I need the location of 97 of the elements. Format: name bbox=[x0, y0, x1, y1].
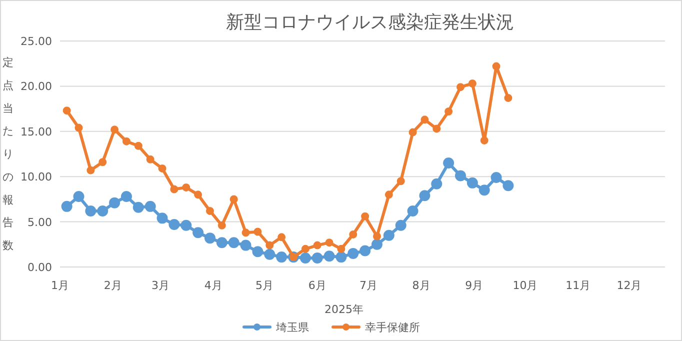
point bbox=[85, 205, 96, 216]
point bbox=[419, 190, 430, 202]
y-tick-label: 20.00 bbox=[20, 80, 52, 94]
point bbox=[97, 205, 108, 216]
x-tick-label: 10月 bbox=[512, 279, 538, 292]
point bbox=[371, 238, 382, 250]
point bbox=[324, 250, 335, 262]
point bbox=[361, 212, 370, 220]
x-tick-label: 1月 bbox=[51, 279, 69, 292]
point bbox=[62, 106, 71, 115]
x-tick-label: 5月 bbox=[256, 279, 274, 292]
point bbox=[360, 245, 371, 256]
x-tick-label: 6月 bbox=[308, 279, 326, 292]
point bbox=[312, 252, 323, 264]
chart-title: 新型コロナウイルス感染症発生状況 bbox=[226, 12, 514, 33]
point bbox=[240, 240, 252, 251]
y-tick-label: 15.00 bbox=[20, 125, 52, 138]
legend-label: 埼玉県 bbox=[275, 321, 309, 334]
point bbox=[146, 155, 154, 164]
point bbox=[242, 228, 250, 237]
x-tick-label: 9月 bbox=[465, 279, 484, 292]
point bbox=[204, 232, 216, 244]
point bbox=[372, 232, 381, 240]
x-tick-label: 7月 bbox=[359, 279, 378, 292]
point bbox=[466, 177, 478, 188]
point bbox=[325, 238, 334, 247]
point bbox=[492, 62, 500, 70]
point bbox=[301, 244, 310, 253]
point bbox=[61, 200, 72, 212]
point bbox=[252, 246, 264, 258]
point bbox=[454, 170, 466, 182]
point bbox=[502, 180, 514, 192]
point bbox=[408, 128, 417, 136]
point bbox=[194, 190, 202, 199]
point bbox=[192, 227, 204, 238]
point bbox=[98, 158, 107, 166]
x-tick-label: 12月 bbox=[616, 279, 642, 292]
point bbox=[110, 126, 119, 134]
legend-label: 幸手保健所 bbox=[365, 321, 420, 334]
y-tick-label: 0.00 bbox=[28, 261, 52, 274]
point bbox=[266, 241, 274, 250]
x-tick-label: 2月 bbox=[104, 279, 122, 292]
point bbox=[86, 166, 95, 174]
point bbox=[480, 136, 488, 144]
point bbox=[254, 228, 262, 236]
point bbox=[180, 220, 192, 231]
point bbox=[490, 172, 502, 184]
point bbox=[313, 241, 322, 250]
point bbox=[383, 230, 394, 241]
point bbox=[395, 220, 406, 231]
point bbox=[504, 94, 512, 102]
point bbox=[278, 233, 286, 242]
point bbox=[396, 177, 405, 186]
point bbox=[407, 205, 418, 216]
point bbox=[264, 248, 276, 260]
point bbox=[300, 252, 311, 264]
point bbox=[170, 185, 178, 194]
x-tick-label: 11月 bbox=[566, 279, 591, 292]
point bbox=[230, 195, 238, 204]
point bbox=[182, 183, 190, 192]
point bbox=[168, 219, 180, 230]
point bbox=[206, 206, 214, 215]
point bbox=[132, 202, 144, 213]
point bbox=[122, 137, 130, 146]
point bbox=[218, 221, 226, 230]
point bbox=[109, 197, 120, 208]
text: 定点当たりの報告数 bbox=[2, 56, 14, 252]
x-tick-label: 8月 bbox=[412, 279, 430, 292]
point bbox=[156, 212, 168, 224]
point bbox=[443, 158, 454, 169]
point bbox=[120, 190, 132, 202]
point bbox=[349, 230, 358, 238]
point bbox=[384, 190, 393, 199]
point bbox=[73, 190, 84, 202]
point bbox=[336, 252, 347, 263]
point bbox=[228, 237, 240, 248]
point bbox=[348, 248, 359, 259]
point bbox=[468, 79, 476, 88]
point bbox=[420, 116, 429, 124]
point bbox=[216, 237, 228, 248]
point bbox=[134, 142, 142, 150]
point bbox=[158, 164, 166, 172]
point bbox=[144, 200, 156, 212]
point bbox=[456, 83, 464, 92]
point bbox=[478, 184, 490, 196]
point bbox=[431, 178, 442, 190]
y-tick-label: 10.00 bbox=[20, 170, 52, 184]
point bbox=[444, 108, 453, 116]
point bbox=[74, 124, 83, 132]
y-tick-label: 25.00 bbox=[20, 35, 52, 48]
point bbox=[432, 124, 441, 133]
x-tick-label: 3月 bbox=[152, 279, 170, 292]
x-axis-title: 2025年 bbox=[324, 303, 364, 316]
y-tick-label: 5.00 bbox=[28, 216, 52, 229]
point bbox=[276, 252, 288, 263]
point bbox=[337, 244, 346, 253]
x-tick-label: 4月 bbox=[204, 279, 222, 292]
